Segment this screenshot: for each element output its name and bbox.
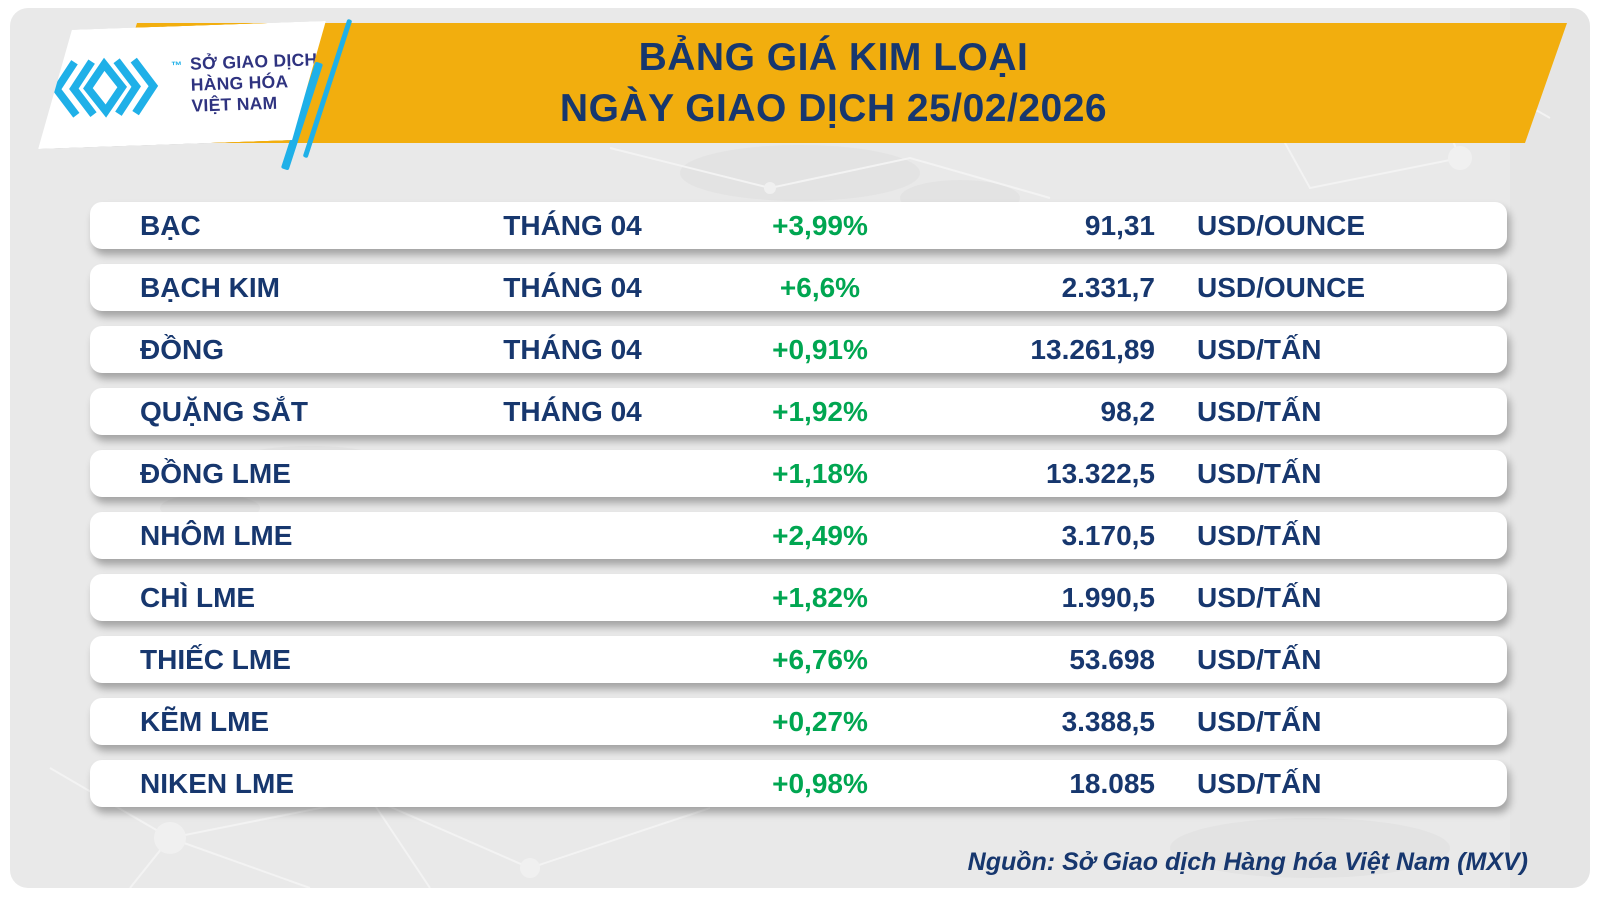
price-value: 3.388,5 bbox=[1061, 705, 1155, 737]
price-value: 13.261,89 bbox=[1030, 333, 1155, 365]
percent-change: +0,27% bbox=[772, 705, 868, 737]
price-value: 98,2 bbox=[1100, 395, 1156, 427]
percent-change: +1,82% bbox=[772, 581, 868, 613]
table-row: QUẶNG SẮT THÁNG 04 +1,92% 98,2 USD/TẤN bbox=[90, 388, 1507, 435]
contract-month: THÁNG 04 bbox=[503, 395, 642, 427]
percent-change: +1,18% bbox=[772, 457, 868, 489]
board-title: BẢNG GIÁ KIM LOẠI bbox=[638, 36, 1029, 79]
price-board-card: BẢNG GIÁ KIM LOẠI NGÀY GIAO DỊCH 25/02/2… bbox=[10, 8, 1590, 888]
contract-month: THÁNG 04 bbox=[503, 209, 642, 241]
trading-date: NGÀY GIAO DỊCH 25/02/2026 bbox=[559, 87, 1108, 130]
table-row: NHÔM LME +2,49% 3.170,5 USD/TẤN bbox=[90, 512, 1507, 559]
contract-month: THÁNG 04 bbox=[503, 333, 642, 365]
org-name-line: SỞ GIAO DỊCH bbox=[189, 48, 318, 74]
table-row: ĐỒNG LME +1,18% 13.322,5 USD/TẤN bbox=[90, 450, 1507, 497]
table-row: KẼM LME +0,27% 3.388,5 USD/TẤN bbox=[90, 698, 1507, 745]
trademark-symbol: ™ bbox=[170, 59, 183, 73]
table-row: BẠCH KIM THÁNG 04 +6,6% 2.331,7 USD/OUNC… bbox=[90, 264, 1507, 311]
price-unit: USD/OUNCE bbox=[1197, 209, 1366, 241]
price-unit: USD/TẤN bbox=[1197, 581, 1322, 613]
table-row: ĐỒNG THÁNG 04 +0,91% 13.261,89 USD/TẤN bbox=[90, 326, 1507, 373]
price-value: 18.085 bbox=[1069, 767, 1155, 799]
price-value: 91,31 bbox=[1084, 209, 1155, 241]
commodity-name: ĐỒNG bbox=[140, 333, 224, 365]
price-unit: USD/TẤN bbox=[1197, 643, 1322, 675]
price-value: 3.170,5 bbox=[1061, 519, 1155, 551]
price-unit: USD/OUNCE bbox=[1197, 271, 1366, 303]
price-unit: USD/TẤN bbox=[1197, 457, 1322, 489]
percent-change: +6,6% bbox=[779, 271, 861, 303]
price-unit: USD/TẤN bbox=[1197, 705, 1322, 737]
table-row: BẠC THÁNG 04 +3,99% 91,31 USD/OUNCE bbox=[90, 202, 1507, 249]
percent-change: +0,98% bbox=[772, 767, 868, 799]
commodity-name: NHÔM LME bbox=[140, 519, 293, 551]
table-row: CHÌ LME +1,82% 1.990,5 USD/TẤN bbox=[90, 574, 1507, 621]
percent-change: +1,92% bbox=[772, 395, 868, 427]
commodity-name: QUẶNG SẮT bbox=[140, 395, 308, 427]
percent-change: +0,91% bbox=[772, 333, 868, 365]
commodity-name: CHÌ LME bbox=[140, 581, 256, 613]
price-table: BẠC THÁNG 04 +3,99% 91,31 USD/OUNCE BẠCH… bbox=[90, 202, 1507, 822]
commodity-name: NIKEN LME bbox=[140, 767, 294, 799]
price-value: 13.322,5 bbox=[1046, 457, 1155, 489]
percent-change: +3,99% bbox=[772, 209, 868, 241]
price-unit: USD/TẤN bbox=[1197, 767, 1322, 799]
commodity-name: KẼM LME bbox=[140, 705, 270, 737]
commodity-name: THIẾC LME bbox=[140, 643, 291, 675]
price-value: 1.990,5 bbox=[1061, 581, 1155, 613]
source-credit: Nguồn: Sở Giao dịch Hàng hóa Việt Nam (M… bbox=[967, 848, 1528, 876]
commodity-name: BẠCH KIM bbox=[140, 271, 280, 303]
mxv-logo-icon bbox=[45, 47, 166, 129]
price-unit: USD/TẤN bbox=[1197, 333, 1322, 365]
contract-month: THÁNG 04 bbox=[503, 271, 642, 303]
price-value: 53.698 bbox=[1069, 643, 1155, 675]
table-row: THIẾC LME +6,76% 53.698 USD/TẤN bbox=[90, 636, 1507, 683]
percent-change: +2,49% bbox=[772, 519, 868, 551]
mxv-org-name: SỞ GIAO DỊCH HÀNG HÓA VIỆT NAM bbox=[190, 49, 320, 116]
percent-change: +6,76% bbox=[772, 643, 868, 675]
price-value: 2.331,7 bbox=[1061, 271, 1155, 303]
price-unit: USD/TẤN bbox=[1197, 519, 1322, 551]
commodity-name: ĐỒNG LME bbox=[140, 457, 291, 489]
mxv-logo-plate: ™ SỞ GIAO DỊCH HÀNG HÓA VIỆT NAM bbox=[34, 21, 330, 149]
price-unit: USD/TẤN bbox=[1197, 395, 1322, 427]
commodity-name: BẠC bbox=[140, 209, 201, 241]
table-row: NIKEN LME +0,98% 18.085 USD/TẤN bbox=[90, 760, 1507, 807]
